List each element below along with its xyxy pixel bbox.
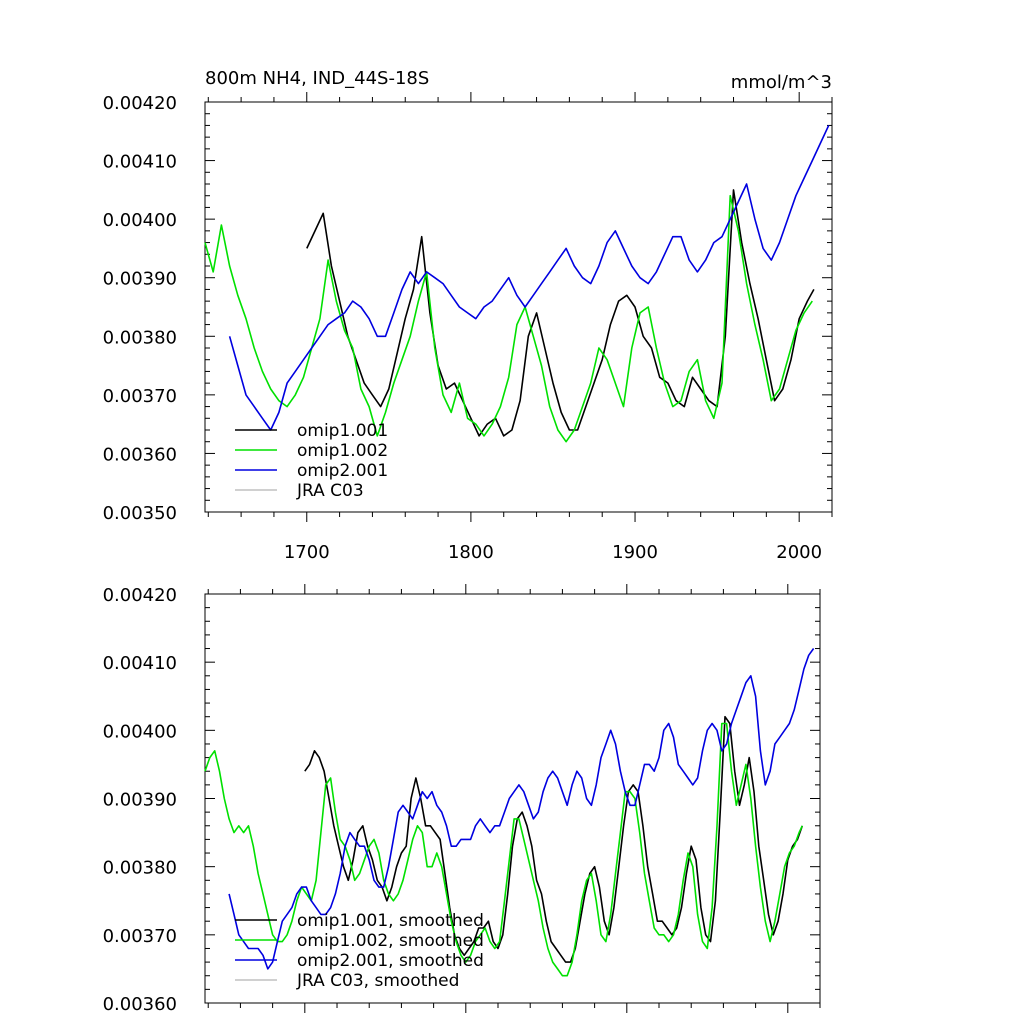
y-tick-label: 0.00380	[103, 327, 177, 348]
y-tick-label: 0.00400	[103, 210, 177, 231]
series-line	[304, 715, 804, 963]
x-tick-label: 1900	[612, 542, 658, 563]
series-line	[306, 189, 815, 437]
y-tick-label: 0.00370	[103, 926, 177, 947]
legend-label: JRA C03, smoothed	[296, 971, 459, 991]
x-tick-label: 2000	[776, 542, 822, 563]
legend-label: omip2.001	[297, 461, 388, 481]
bottom-panel: 0.00360 0.00370 0.00380 0.00390 0.00400 0.004…	[103, 584, 821, 1015]
y-tick-label: 0.00390	[103, 269, 177, 290]
legend-label: omip1.001	[297, 421, 388, 441]
series-line	[204, 194, 813, 443]
legend-label: omip1.002, smoothed	[297, 931, 484, 951]
plot-frame	[204, 101, 833, 513]
top-panel: 800m NH4, IND_44S-18S mmol/m^3 0.00350 0.…	[103, 68, 833, 563]
y-tick-label: 0.00360	[103, 994, 177, 1015]
y-tick-label: 0.00390	[103, 790, 177, 811]
y-tick-label: 0.00350	[103, 503, 177, 524]
y-tick-label: 0.00400	[103, 721, 177, 742]
y-tick-label: 0.00360	[103, 444, 177, 465]
legend-label: JRA C03	[296, 481, 364, 501]
series-line	[204, 722, 804, 977]
series-line	[228, 125, 830, 431]
y-tick-label: 0.00380	[103, 858, 177, 879]
y-tick-label: 0.00410	[103, 152, 177, 173]
chart-title: 800m NH4, IND_44S-18S	[205, 68, 429, 89]
legend-label: omip1.001, smoothed	[297, 911, 484, 931]
x-tick-label: 1700	[284, 542, 330, 563]
y-tick-label: 0.00420	[103, 585, 177, 606]
x-tick-label: 1800	[448, 542, 494, 563]
legend-label: omip2.001, smoothed	[297, 951, 484, 971]
legend-label: omip1.002	[297, 441, 388, 461]
y-tick-label: 0.00420	[103, 93, 177, 114]
units-label: mmol/m^3	[731, 72, 832, 93]
y-tick-label: 0.00410	[103, 653, 177, 674]
y-tick-label: 0.00370	[103, 386, 177, 407]
series-line	[228, 648, 815, 970]
